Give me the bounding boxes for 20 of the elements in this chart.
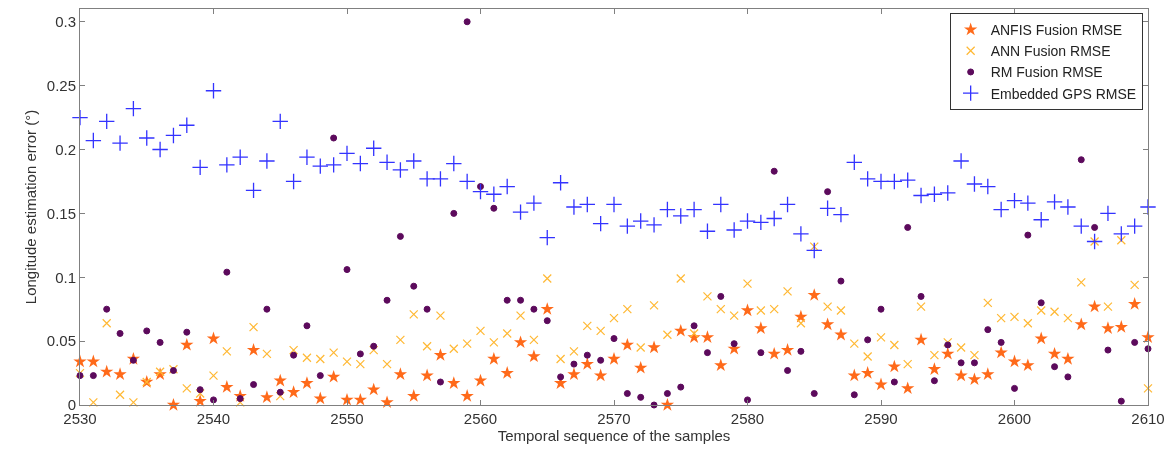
y-axis-title: Longitude estimation error (°) (22, 109, 40, 305)
x-tick-label: 2550 (330, 410, 364, 427)
y-tick-label: 0.05 (46, 332, 76, 350)
y-tick-label: 0.3 (55, 13, 76, 31)
x-tick-label: 2600 (997, 410, 1032, 427)
y-tick-label: 0.1 (55, 268, 76, 286)
y-tick-label: 0.2 (55, 140, 76, 158)
x-tick-label: 2540 (196, 410, 231, 427)
x-tick-label: 2590 (864, 410, 898, 427)
legend-label: RM Fusion RMSE (990, 64, 1103, 81)
legend-label: Embedded GPS RMSE (990, 85, 1137, 102)
x-tick-label: 2610 (1131, 410, 1165, 427)
x-tick-label: 2580 (730, 410, 765, 427)
x-tick-label: 2570 (597, 410, 631, 427)
legend-label: ANN Fusion RMSE (990, 43, 1111, 60)
legend-label: ANFIS Fusion RMSE (990, 22, 1123, 39)
x-axis-title: Temporal sequence of the samples (497, 427, 731, 444)
y-tick-label: 0.25 (46, 76, 76, 94)
x-tick-label: 2560 (463, 410, 498, 427)
y-tick-label: 0.15 (46, 204, 76, 222)
